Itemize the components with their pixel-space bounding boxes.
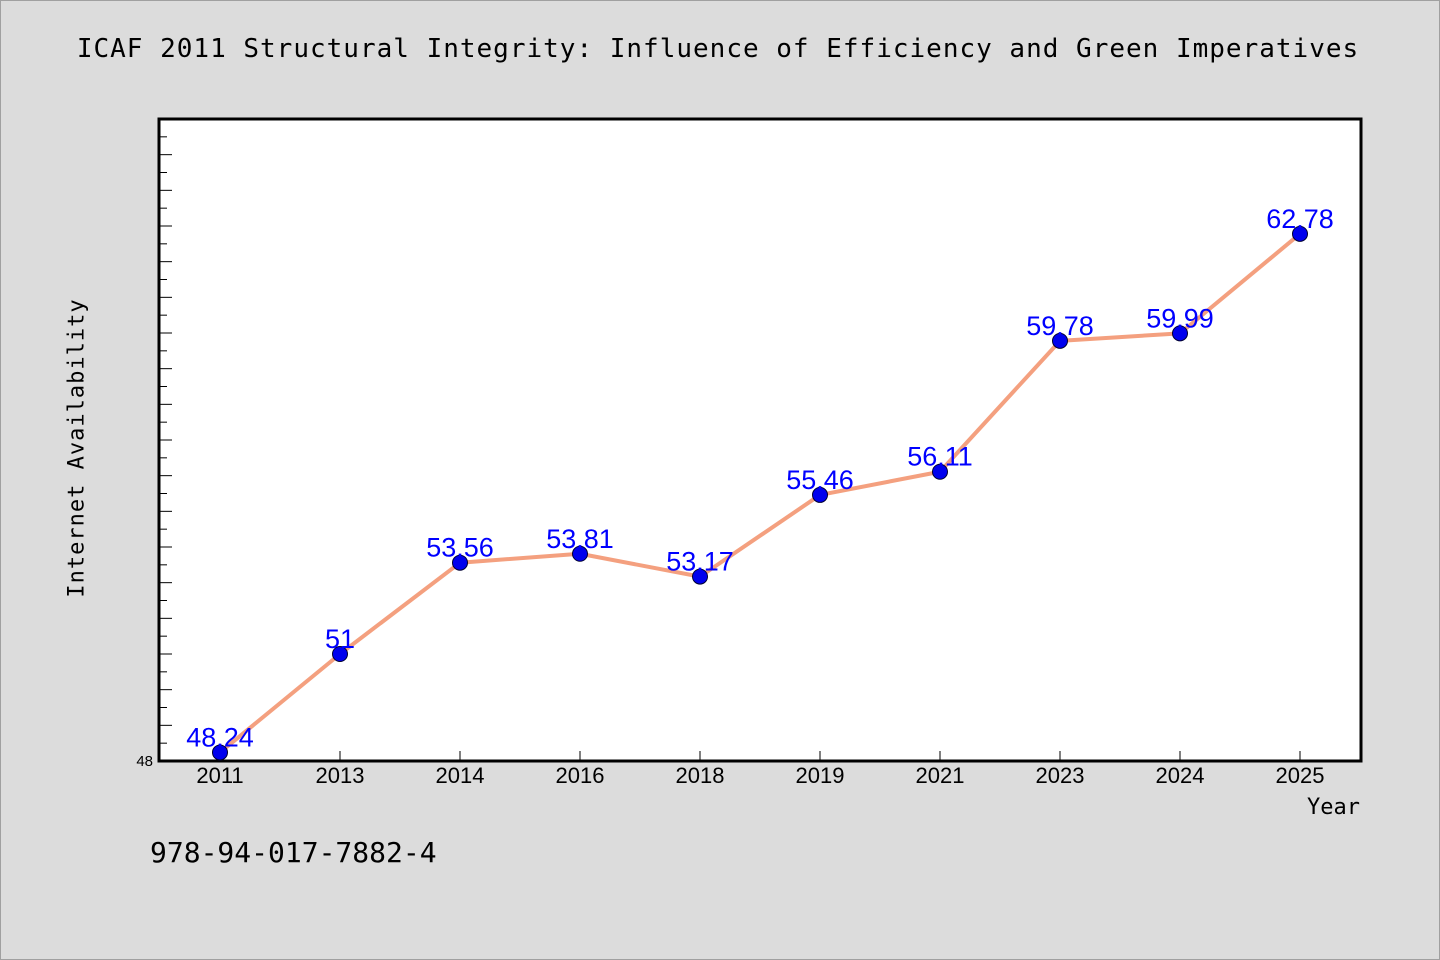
data-point (1172, 325, 1188, 342)
data-point (212, 744, 228, 761)
y-tick-label: 48 (136, 753, 153, 770)
data-label: 53.56 (426, 533, 494, 563)
data-label: 51 (325, 624, 355, 654)
data-label: 62.78 (1266, 204, 1334, 234)
x-tick-label: 2014 (436, 763, 485, 788)
data-label: 59.78 (1026, 311, 1094, 341)
isbn-note: 978-94-017-7882-4 (150, 836, 437, 869)
data-point (932, 463, 948, 480)
data-point (812, 486, 828, 503)
x-axis-label: Year (1307, 795, 1360, 820)
plot-border (157, 117, 1363, 763)
series-line (218, 231, 1302, 755)
x-tick-label: 2023 (1036, 763, 1085, 788)
data-point (692, 568, 708, 585)
data-label: 53.17 (666, 547, 734, 577)
data-label: 53.81 (546, 524, 614, 554)
data-label: 56.11 (907, 442, 973, 472)
x-tick-label: 2011 (196, 763, 243, 788)
x-tick-label: 2016 (556, 763, 605, 788)
data-point (572, 545, 588, 562)
data-label: 59.99 (1146, 303, 1214, 333)
x-tick-label: 2025 (1276, 763, 1325, 788)
data-label: 48.24 (186, 722, 254, 752)
x-tick-label: 2024 (1156, 763, 1205, 788)
data-point (1292, 225, 1308, 242)
data-point (1052, 332, 1068, 349)
x-tick-label: 2018 (676, 763, 725, 788)
x-tick-label: 2019 (796, 763, 845, 788)
data-point (332, 646, 348, 662)
plot-area (159, 119, 1361, 761)
x-tick-label: 2021 (916, 763, 965, 788)
data-label: 55.46 (786, 465, 854, 495)
x-tick-label: 2013 (316, 763, 365, 788)
chart-title: ICAF 2011 Structural Integrity: Influenc… (76, 34, 1360, 64)
data-point (452, 554, 468, 571)
